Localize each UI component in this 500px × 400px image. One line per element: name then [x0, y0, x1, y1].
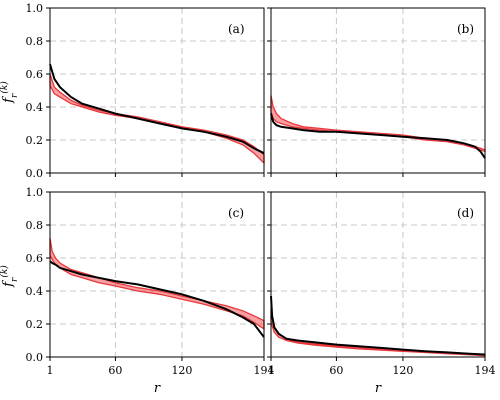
panel-a-black-line — [49, 63, 265, 155]
panel-c-ylabel: f̄r(k) — [0, 265, 20, 288]
panel-a-line — [49, 63, 265, 155]
panel-c-ytick-label-3: 0.6 — [26, 252, 44, 265]
panel-a-ylabel: f̄r(k) — [0, 81, 20, 104]
panel-c-band-area — [49, 238, 265, 331]
panel-c-ytick-label-1: 0.2 — [26, 318, 44, 331]
panel-b-frame — [270, 7, 486, 174]
panel-b-yticks — [267, 7, 271, 174]
panel-d-label: (d) — [457, 206, 474, 220]
panel-d-grid — [271, 192, 485, 357]
panel-c-xtick-label-3: 194 — [254, 364, 275, 377]
panel-a: 0.0 0.2 0.4 0.6 0.8 1.0 (a) f̄r(k) — [0, 2, 265, 180]
panel-d-xtick-label-0: 1 — [268, 364, 275, 377]
panel-b-band-area — [270, 95, 486, 153]
panel-b-grid — [271, 8, 485, 173]
panel-c-xtick-label-1: 60 — [108, 364, 122, 377]
panel-d-xtick-label-2: 120 — [392, 364, 413, 377]
panel-b-band — [270, 95, 486, 153]
panel-c-label: (c) — [228, 206, 244, 220]
panel-d-xtick-label-1: 60 — [329, 364, 343, 377]
panel-b: (b) — [267, 7, 486, 177]
panel-d-xtick-label-3: 194 — [475, 364, 496, 377]
panel-a-yticks: 0.0 0.2 0.4 0.6 0.8 1.0 — [26, 2, 50, 180]
panel-b-xticks — [270, 173, 486, 177]
panel-a-ytick-label-2: 0.4 — [26, 101, 44, 114]
panel-d-band — [270, 309, 486, 357]
panel-a-band — [49, 73, 265, 165]
panel-d-black-line — [270, 295, 486, 356]
panel-c-xtick-label-0: 1 — [47, 364, 54, 377]
panel-d-yticks — [267, 191, 271, 358]
panel-a-xticks — [49, 173, 265, 177]
panel-a-ytick-label-1: 0.2 — [26, 134, 44, 147]
panel-a-ytick-label-3: 0.6 — [26, 68, 44, 81]
panel-c-ytick-label-5: 1.0 — [26, 186, 44, 199]
panel-d-xlabel: r — [375, 381, 382, 396]
panel-c-ytick-label-0: 0.0 — [26, 351, 44, 364]
panel-c-line — [49, 260, 265, 338]
panel-c-ytick-label-4: 0.8 — [26, 219, 44, 232]
panel-a-band-area — [49, 73, 265, 165]
panel-c-yticks: 0.0 0.2 0.4 0.6 0.8 1.0 — [26, 186, 50, 364]
panel-a-frame — [49, 7, 265, 174]
panel-c-xlabel: r — [154, 381, 161, 396]
panel-a-ytick-label-0: 0.0 — [26, 167, 44, 180]
panel-c-black-line — [49, 260, 265, 338]
panel-c-ytick-label-2: 0.4 — [26, 285, 44, 298]
panel-c-xtick-label-2: 120 — [171, 364, 192, 377]
panel-c-frame — [49, 191, 265, 358]
panel-a-label: (a) — [228, 22, 245, 36]
panel-c: 1 60 120 194 0.00.20.40.60.81.0 (c) f̄r(k) … — [0, 186, 275, 396]
panel-a-ytick-label-5: 1.0 — [26, 2, 44, 15]
panel-d-line — [270, 295, 486, 356]
panel-b-black-line — [270, 113, 486, 159]
panel-d-xticks: 1 60 120 194 — [268, 357, 496, 377]
panel-c-grid — [50, 192, 264, 357]
panel-c-xticks: 1 60 120 194 — [47, 357, 275, 377]
panel-d-band-area — [270, 309, 486, 357]
panel-a-ytick-label-4: 0.8 — [26, 35, 44, 48]
panel-d: 1 60 120 194 (d) r — [267, 191, 496, 396]
panel-b-label: (b) — [457, 22, 474, 36]
panel-d-frame — [270, 191, 486, 358]
panel-c-band — [49, 238, 265, 331]
panel-b-line — [270, 113, 486, 159]
